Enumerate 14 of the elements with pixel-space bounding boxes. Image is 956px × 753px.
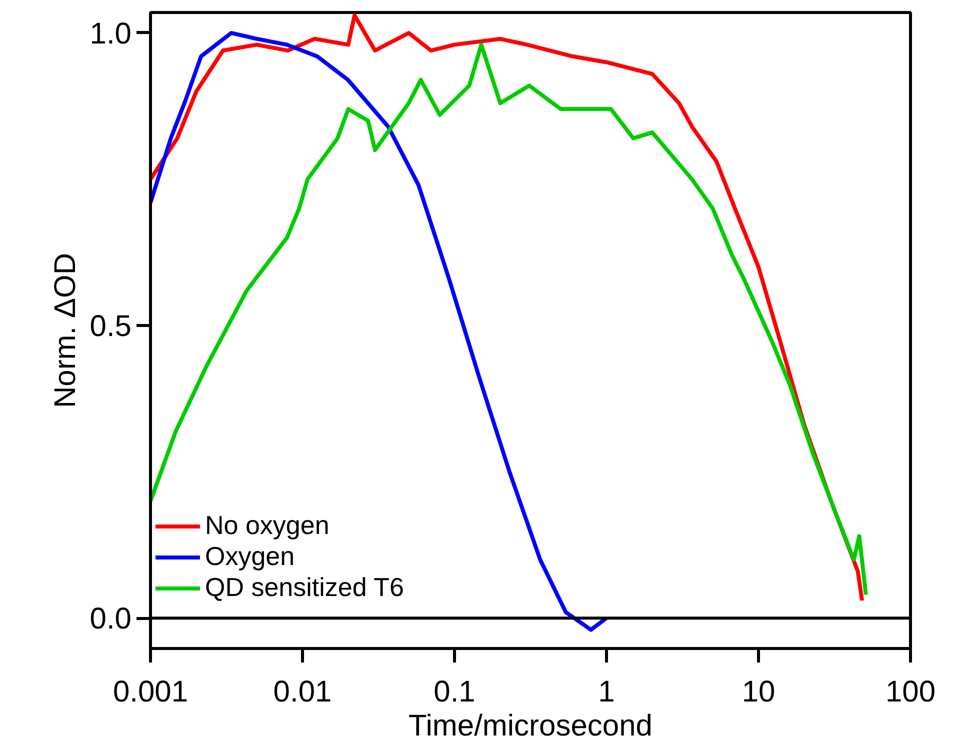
y-tick-label: 0.5 — [90, 310, 132, 344]
legend-label: Oxygen — [205, 541, 295, 572]
y-tick-label: 1.0 — [90, 17, 132, 50]
y-tick-label: 0.0 — [90, 602, 132, 636]
legend-label: No oxygen — [205, 510, 330, 541]
x-tick-label: 1 — [598, 676, 615, 708]
x-tick-label: 100 — [885, 676, 936, 708]
x-tick-label: 0.001 — [112, 676, 188, 708]
x-tick-label: 10 — [742, 676, 776, 708]
y-axis-title: Norm. ΔOD — [48, 252, 82, 408]
legend-label: QD sensitized T6 — [205, 572, 404, 603]
x-tick-label: 0.01 — [273, 676, 332, 708]
x-axis-title: Time/microsecond — [408, 710, 652, 742]
x-tick-label: 0.1 — [434, 676, 476, 708]
